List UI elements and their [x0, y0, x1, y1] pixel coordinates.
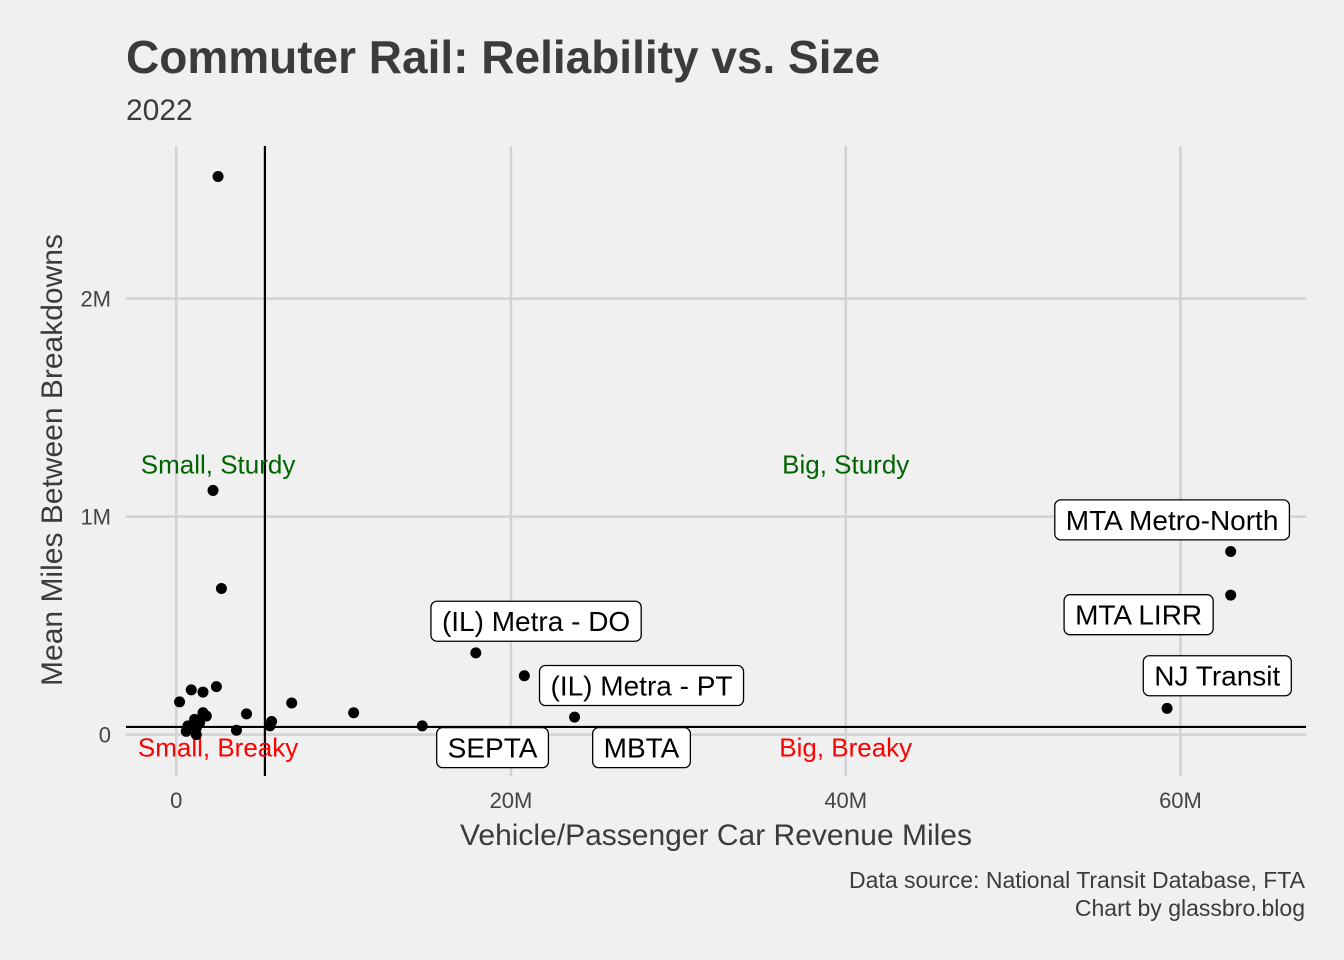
- point-label-box: [1142, 655, 1292, 697]
- data-point: [348, 707, 360, 719]
- data-point-labeled: [1225, 545, 1237, 557]
- chart-subtitle: 2022: [126, 94, 193, 127]
- point-label: NJ Transit: [1142, 655, 1292, 697]
- y-tick-label: 0: [99, 723, 111, 748]
- x-tick-label: 60M: [1159, 788, 1202, 813]
- point-label-box: [1063, 594, 1214, 636]
- axis-ticks: 0 20M 40M 60M 0 1M 2M: [80, 287, 1201, 813]
- point-label: MBTA: [592, 727, 692, 769]
- point-label: (IL) Metra - DO: [430, 600, 642, 642]
- quadrant-label: Small, Breaky: [138, 733, 298, 763]
- point-label-box: [1054, 499, 1291, 541]
- point-label-text: (IL) Metra - PT: [551, 671, 733, 702]
- caption-source: Data source: National Transit Database, …: [849, 867, 1305, 893]
- data-point: [185, 684, 197, 696]
- caption: Data source: National Transit Database, …: [849, 866, 1305, 922]
- data-point: [264, 720, 276, 732]
- point-label: MTA LIRR: [1063, 594, 1214, 636]
- data-points: [174, 171, 1237, 741]
- data-point-labeled: [518, 670, 530, 682]
- point-label-text: NJ Transit: [1154, 661, 1280, 692]
- data-point: [212, 171, 224, 183]
- reference-lines: [126, 146, 1306, 776]
- data-point-labeled: [1225, 589, 1237, 601]
- quadrant-label: Big, Breaky: [779, 733, 912, 763]
- data-point: [286, 697, 298, 709]
- y-tick-label: 2M: [80, 287, 111, 312]
- point-label-box: [592, 727, 692, 769]
- point-label-text: (IL) Metra - DO: [442, 606, 630, 637]
- data-point: [174, 696, 186, 708]
- point-label-text: MBTA: [604, 733, 680, 764]
- point-label-box: [436, 727, 550, 769]
- data-point-labeled: [470, 647, 482, 659]
- point-label-box: [430, 600, 642, 642]
- data-point: [190, 729, 202, 741]
- data-point: [416, 720, 428, 732]
- caption-credit: Chart by glassbro.blog: [1074, 895, 1305, 921]
- data-point: [241, 708, 253, 720]
- quadrant-label: Small, Sturdy: [141, 449, 296, 479]
- chart-title: Commuter Rail: Reliability vs. Size: [126, 31, 881, 83]
- x-tick-label: 0: [170, 788, 182, 813]
- x-tick-label: 40M: [824, 788, 867, 813]
- y-axis-title: Mean Miles Between Breakdowns: [36, 234, 69, 686]
- data-point: [207, 484, 219, 496]
- point-label-box: [538, 664, 745, 707]
- data-point-labeled: [1161, 702, 1173, 714]
- data-point: [230, 724, 242, 736]
- point-label-text: MTA LIRR: [1075, 600, 1202, 631]
- y-tick-label: 1M: [80, 505, 111, 530]
- x-axis-title: Vehicle/Passenger Car Revenue Miles: [460, 819, 972, 852]
- point-label: SEPTA: [436, 727, 550, 769]
- data-point-labeled: [569, 711, 581, 723]
- point-label: (IL) Metra - PT: [538, 664, 745, 707]
- data-point: [180, 725, 192, 737]
- point-label-text: SEPTA: [448, 733, 538, 764]
- point-label-text: MTA Metro-North: [1066, 505, 1279, 536]
- quadrant-labels: Small, Sturdy Big, Sturdy Small, Breaky Big…: [138, 449, 912, 762]
- point-label-boxes: MTA Metro-North MTA LIRR NJ Transit (IL) Me…: [430, 499, 1292, 769]
- data-point: [210, 681, 222, 693]
- quadrant-label: Big, Sturdy: [782, 449, 909, 479]
- x-tick-label: 20M: [490, 788, 533, 813]
- point-label: MTA Metro-North: [1054, 499, 1291, 541]
- data-point: [197, 686, 209, 698]
- data-point: [215, 583, 227, 595]
